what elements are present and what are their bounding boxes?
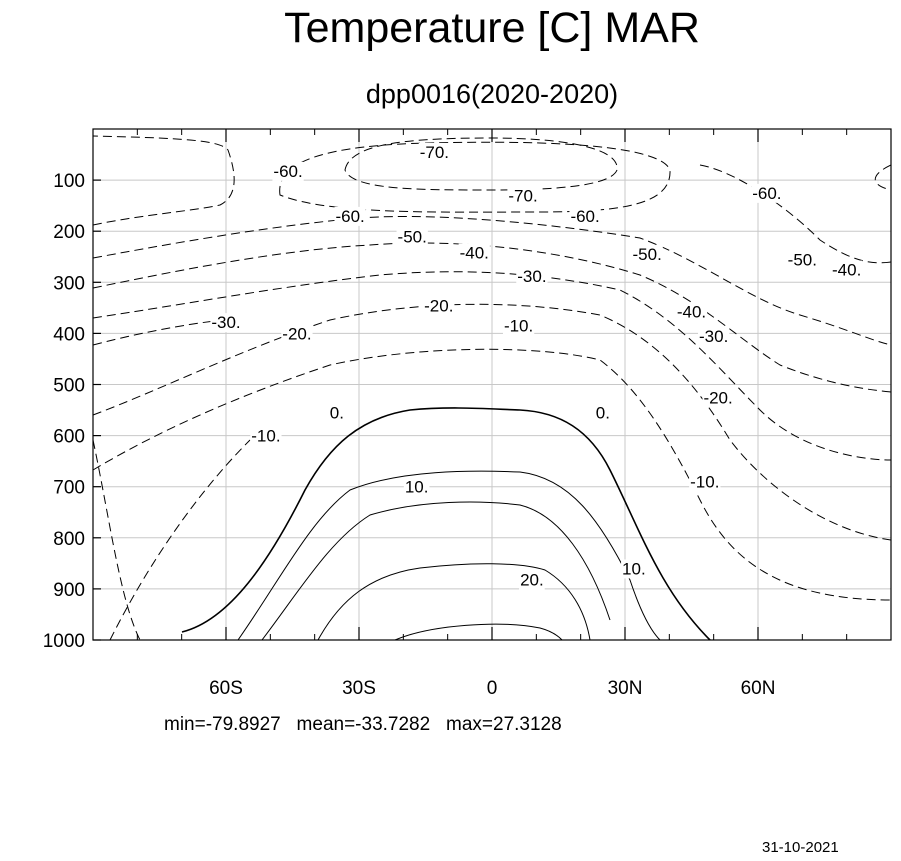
contour-label: -60. <box>752 184 781 203</box>
contour-label: 0. <box>596 404 610 423</box>
chart-subtitle: dpp0016(2020-2020) <box>366 79 618 109</box>
contour-label-bg <box>831 260 863 280</box>
x-tick-label: 60S <box>209 678 243 699</box>
contour-label-bg <box>516 267 548 287</box>
contour-label-bg <box>786 250 818 270</box>
contour-minus70 <box>344 137 618 191</box>
contour-minus40 <box>92 242 892 393</box>
contour-minus30 <box>92 271 892 461</box>
contour-label: -50. <box>398 227 427 246</box>
contour-minus10b <box>109 439 251 641</box>
contour-label-bg <box>272 161 304 181</box>
x-axis: 60S 30S 0 30N 60N <box>136 129 848 699</box>
contour-label-bg <box>458 243 490 263</box>
chart-title: Temperature [C] MAR <box>284 4 700 52</box>
x-tick-label: 0 <box>487 678 498 699</box>
contour-label: -70. <box>420 143 449 162</box>
contour-10 <box>237 470 661 641</box>
contour-label-bg <box>250 426 282 446</box>
contour-label-bg <box>751 183 783 203</box>
contour-label: -60. <box>335 207 364 226</box>
contour-label-bg <box>702 388 734 408</box>
contour-label-bg <box>396 227 428 247</box>
contour-label: 10. <box>405 478 429 497</box>
contour-label: -60. <box>570 207 599 226</box>
contour-label: -30. <box>699 327 728 346</box>
contour-label-bg <box>631 245 663 265</box>
contour-label-bg <box>210 313 242 333</box>
contour-10b <box>261 501 611 641</box>
y-tick-label: 800 <box>53 529 85 550</box>
contour-label-bg <box>621 559 647 579</box>
contour-label-bg <box>423 296 455 316</box>
contour-minus60-main <box>279 141 671 213</box>
contour-label-bg <box>689 472 721 492</box>
y-tick-label: 100 <box>53 171 85 192</box>
contour-label-bg <box>281 324 313 344</box>
contour-labels: -70. -70. -60. -60. -60. -60. -50. -50. -50. -40.… <box>210 142 863 590</box>
contour-label: -30. <box>211 313 240 332</box>
contour-20b <box>394 623 563 641</box>
x-tick-label: 30N <box>608 678 643 699</box>
contour-label: -60. <box>273 162 302 181</box>
y-tick-label: 400 <box>53 324 85 345</box>
contour-label-bg <box>328 403 345 423</box>
contour-label-bg <box>507 186 539 206</box>
contour-20 <box>317 563 591 641</box>
contour-minus60-east <box>874 164 892 191</box>
contour-label: -10. <box>690 473 719 492</box>
stats-text: min=-79.8927 mean=-33.7282 max=27.3128 <box>164 714 562 735</box>
contour-minus50 <box>92 215 892 346</box>
contour-label: -20. <box>424 296 453 315</box>
contour-label: -10. <box>251 427 280 446</box>
contour-minus60-west <box>92 135 235 226</box>
contour-label-bg <box>698 326 730 346</box>
contour-label: 0. <box>330 404 344 423</box>
contour-label-bg <box>403 477 430 497</box>
y-tick-label: 700 <box>53 478 85 499</box>
contour-label: 20. <box>520 571 544 590</box>
contour-label-bg <box>569 206 601 226</box>
contour-label: -30. <box>517 267 546 286</box>
contour-label-bg <box>675 302 708 322</box>
y-tick-label: 600 <box>53 427 85 448</box>
contour-label-bg <box>334 206 366 226</box>
x-tick-label: 30S <box>342 678 376 699</box>
contour-label: -40. <box>460 244 489 263</box>
y-tick-label: 900 <box>53 580 85 601</box>
contour-label-bg <box>502 316 535 336</box>
contour-label: -50. <box>788 250 817 269</box>
contour-lines <box>92 135 892 641</box>
contour-label: -50. <box>633 245 662 264</box>
contour-label-bg <box>594 403 611 423</box>
contour-label-bg <box>519 570 545 590</box>
contour-label: -40. <box>832 261 861 280</box>
contour-minus10c <box>92 439 141 641</box>
contour-label: 10. <box>622 559 646 578</box>
contour-minus60-ne <box>699 164 892 264</box>
contour-label-bg <box>418 142 451 162</box>
y-tick-label: 200 <box>53 222 85 243</box>
y-tick-label: 500 <box>53 376 85 397</box>
contour-label: -10. <box>504 317 533 336</box>
contour-label: -20. <box>282 324 311 343</box>
y-axis: 100 200 300 400 500 600 700 800 900 1000 <box>43 171 101 652</box>
y-tick-label: 300 <box>53 273 85 294</box>
y-tick-label: 1000 <box>43 631 85 652</box>
x-tick-label: 60N <box>741 678 776 699</box>
contour-minus10 <box>92 348 892 601</box>
contour-label: -40. <box>677 302 706 321</box>
contour-label: -70. <box>508 186 537 205</box>
contour-minus30b <box>92 317 241 346</box>
contour-label: -20. <box>703 388 732 407</box>
date-stamp: 31-10-2021 <box>762 839 839 856</box>
contour-zero <box>181 407 711 641</box>
contour-minus20 <box>92 303 892 541</box>
